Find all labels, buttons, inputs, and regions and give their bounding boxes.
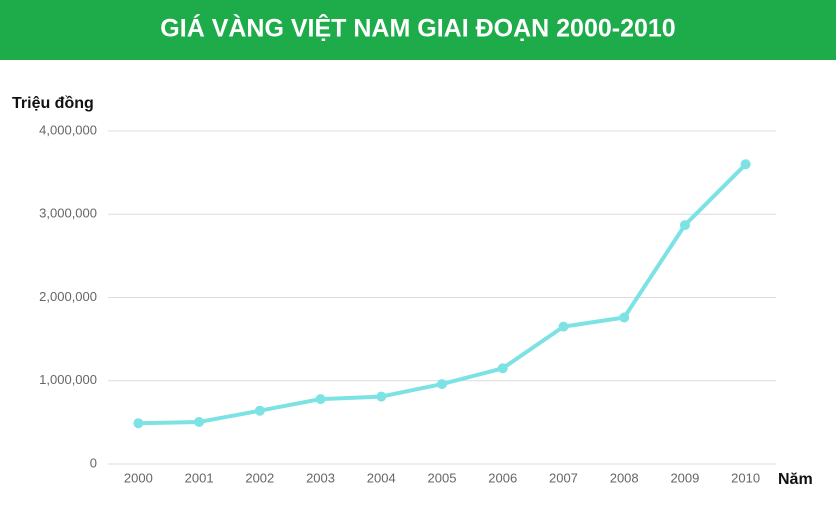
y-tick-label: 1,000,000 (39, 372, 97, 387)
chart-title: GIÁ VÀNG VIỆT NAM GIAI ĐOẠN 2000-2010 (160, 13, 675, 43)
x-tick-label: 2002 (245, 470, 274, 485)
x-tick-label: 2006 (488, 470, 517, 485)
point (194, 416, 205, 427)
x-tick-label: 2004 (367, 470, 396, 485)
header-band (0, 0, 836, 60)
point (619, 312, 630, 323)
point (558, 321, 569, 332)
point (497, 363, 508, 374)
point (740, 159, 751, 170)
y-tick-label: 2,000,000 (39, 289, 97, 304)
y-axis-label: Triệu đồng (12, 95, 94, 112)
x-tick-label: 2007 (549, 470, 578, 485)
x-tick-label: 2009 (670, 470, 699, 485)
point (315, 394, 326, 405)
point (376, 391, 387, 402)
x-tick-label: 2001 (185, 470, 214, 485)
point (437, 379, 447, 390)
point (254, 405, 265, 416)
point (679, 220, 690, 231)
x-tick-label: 2000 (124, 470, 153, 485)
point (133, 418, 144, 429)
x-tick-label: 2008 (610, 470, 639, 485)
x-tick-label: 2005 (428, 470, 457, 485)
y-tick-label: 4,000,000 (39, 122, 97, 137)
x-tick-label: 2003 (306, 470, 335, 485)
y-tick-label: 0 (90, 455, 97, 470)
x-tick-label: 2010 (731, 470, 760, 485)
y-tick-label: 3,000,000 (39, 206, 97, 221)
x-axis-label: Năm (778, 471, 813, 488)
